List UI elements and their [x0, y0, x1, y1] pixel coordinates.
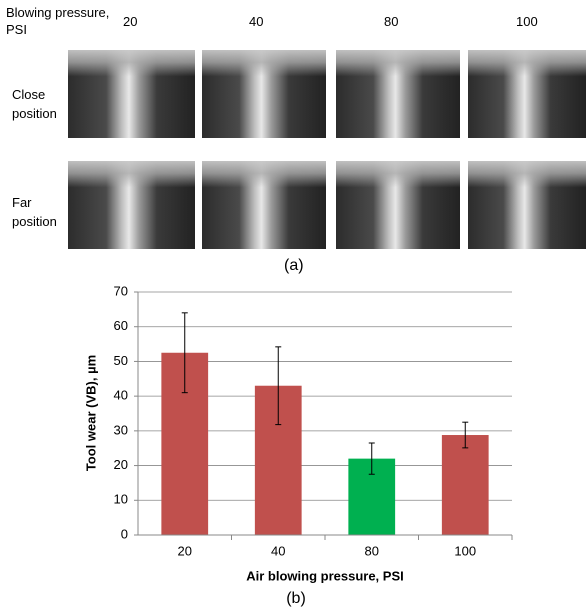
- y-tick-label: 40: [114, 388, 128, 403]
- page: Blowing pressure, PSI 20 40 80 100 Close…: [0, 0, 587, 609]
- x-axis-title: Air blowing pressure, PSI: [246, 568, 403, 583]
- y-axis-title: Tool wear (VB), µm: [83, 355, 98, 471]
- y-tick-label: 60: [114, 318, 128, 333]
- y-tick-label: 30: [114, 422, 128, 437]
- y-tick-label: 0: [121, 526, 128, 541]
- x-tick-label: 20: [178, 543, 192, 558]
- y-tick-label: 20: [114, 457, 128, 472]
- x-tick-label: 80: [365, 543, 379, 558]
- chart: Tool wear (VB), µm Air blowing pressure,…: [0, 0, 587, 609]
- caption: (b): [286, 590, 306, 607]
- y-tick-label: 10: [114, 492, 128, 507]
- bar: [442, 435, 489, 535]
- y-tick-label: 50: [114, 353, 128, 368]
- x-tick-label: 100: [454, 543, 476, 558]
- y-tick-label: 70: [114, 283, 128, 298]
- x-tick-label: 40: [271, 543, 285, 558]
